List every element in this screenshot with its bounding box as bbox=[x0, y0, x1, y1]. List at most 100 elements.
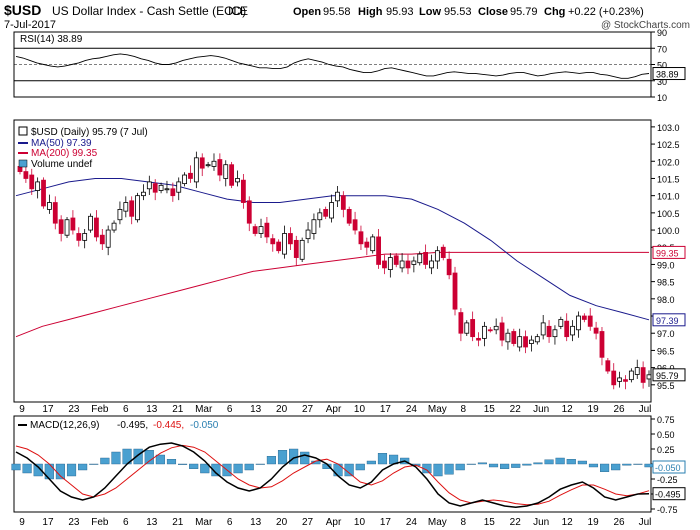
candle bbox=[417, 253, 423, 264]
candle bbox=[470, 319, 476, 338]
close-value: 95.79 bbox=[510, 6, 538, 18]
candle bbox=[628, 370, 634, 381]
candle bbox=[117, 209, 123, 221]
candle bbox=[193, 157, 199, 183]
candle bbox=[411, 260, 417, 265]
x-label-macd: Mar bbox=[195, 517, 213, 528]
candle bbox=[405, 260, 411, 269]
rsi-tick-label: 90 bbox=[657, 28, 667, 38]
candle bbox=[576, 315, 581, 331]
macd-hist-last-label: -0.050 bbox=[655, 463, 681, 473]
x-label-price: Jul bbox=[639, 404, 652, 415]
x-label-price: 26 bbox=[613, 404, 625, 415]
macd-hist-bar bbox=[466, 463, 476, 465]
macd-last-box bbox=[652, 487, 686, 501]
macd-hist-bar bbox=[611, 463, 621, 471]
macd-hist-bar bbox=[533, 462, 543, 465]
price-tick-label: 101.0 bbox=[657, 192, 680, 202]
candle bbox=[282, 233, 287, 255]
macd-hist-bar bbox=[544, 459, 554, 465]
macd-hist-bar bbox=[89, 463, 99, 465]
open-label: Open bbox=[293, 6, 321, 18]
candle bbox=[570, 325, 575, 336]
ma50-last-box bbox=[652, 313, 686, 327]
macd-hist-bar bbox=[588, 463, 599, 468]
candle bbox=[35, 181, 41, 191]
quote-date: 7-Jul-2017 bbox=[4, 19, 56, 31]
macd-hist-bar bbox=[355, 463, 365, 471]
macd-hist-bar bbox=[300, 451, 310, 465]
price-legend: $USD (Daily) 95.79 (7 Jul) MA(50) 97.39 … bbox=[18, 126, 148, 170]
candle bbox=[58, 219, 64, 234]
candle bbox=[329, 202, 334, 219]
candle bbox=[129, 200, 135, 217]
price-panel bbox=[13, 119, 652, 403]
macd-hist-bar bbox=[266, 456, 276, 465]
x-label-macd: 21 bbox=[172, 517, 184, 528]
x-label-macd: Feb bbox=[91, 517, 109, 528]
low-label: Low bbox=[419, 6, 441, 18]
candle bbox=[293, 239, 299, 258]
macd-title-value: -0.495, bbox=[117, 420, 148, 431]
macd-tick-label: -0.25 bbox=[657, 475, 678, 485]
macd-hist-bar bbox=[100, 457, 110, 465]
candle bbox=[135, 195, 140, 221]
candle bbox=[199, 157, 205, 169]
x-label-price: 6 bbox=[123, 404, 129, 415]
candle bbox=[276, 241, 282, 252]
candle bbox=[593, 327, 599, 334]
macd-hist-bar bbox=[644, 463, 654, 468]
macd-hist-bar bbox=[233, 463, 243, 474]
macd-hist-bar bbox=[277, 450, 288, 465]
legend-volume: Volume undef bbox=[31, 159, 92, 170]
candle bbox=[235, 178, 240, 183]
candle bbox=[599, 331, 605, 358]
candle bbox=[182, 174, 187, 185]
x-label-macd: May bbox=[428, 517, 447, 528]
candle bbox=[176, 181, 182, 193]
candle bbox=[29, 174, 35, 190]
high-label: High bbox=[358, 6, 383, 18]
candle bbox=[240, 179, 246, 203]
open-value: 95.58 bbox=[323, 6, 351, 18]
candle bbox=[587, 315, 593, 327]
x-label-price: 27 bbox=[302, 404, 314, 415]
candle bbox=[387, 257, 393, 270]
x-label-price: 12 bbox=[562, 404, 574, 415]
macd-hist-bar bbox=[455, 463, 465, 471]
x-label-macd: 27 bbox=[302, 517, 314, 528]
macd-hist-bar bbox=[66, 463, 77, 477]
macd-hist-bar bbox=[166, 459, 177, 465]
candle bbox=[617, 377, 623, 382]
candle bbox=[493, 325, 499, 331]
candle bbox=[158, 184, 164, 191]
candle bbox=[581, 315, 587, 320]
macd-hist-bar bbox=[133, 448, 143, 465]
x-label-macd: 22 bbox=[510, 517, 522, 528]
ma200-last-label: 99.35 bbox=[656, 248, 679, 258]
x-label-price: Jun bbox=[533, 404, 549, 415]
macd-hist-bar bbox=[433, 463, 443, 477]
candle bbox=[517, 336, 523, 348]
candle bbox=[152, 183, 158, 193]
x-label-macd: 13 bbox=[146, 517, 158, 528]
candle bbox=[523, 336, 528, 348]
quote-line: Open 95.58 High 95.93 Low 95.53 Close 95… bbox=[293, 6, 644, 18]
candle bbox=[446, 258, 452, 276]
x-label-macd: 23 bbox=[68, 517, 80, 528]
candle bbox=[558, 319, 564, 327]
x-label-price: 10 bbox=[354, 404, 366, 415]
close-label: Close bbox=[478, 6, 508, 18]
candle bbox=[317, 212, 323, 221]
macd-hist-bar bbox=[444, 463, 454, 475]
candle bbox=[88, 215, 93, 231]
candle bbox=[41, 179, 46, 207]
copyright: @ StockCharts.com bbox=[601, 20, 690, 31]
candle bbox=[464, 322, 470, 334]
candle bbox=[605, 360, 611, 372]
rsi-tick-label: 30 bbox=[657, 77, 667, 87]
candle bbox=[534, 336, 540, 343]
candle bbox=[434, 250, 440, 262]
x-label-price: 21 bbox=[172, 404, 184, 415]
candle bbox=[511, 331, 517, 344]
